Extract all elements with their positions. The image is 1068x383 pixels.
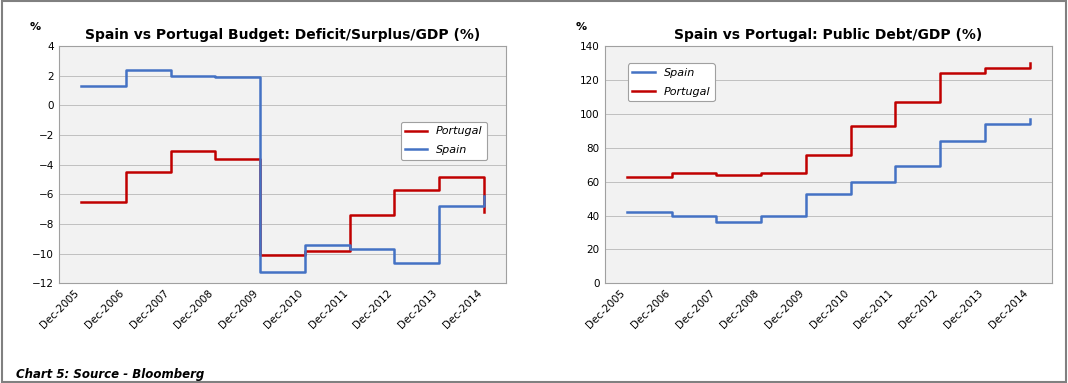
Text: %: % bbox=[30, 22, 41, 32]
Portugal bbox=[889, 123, 901, 128]
Spain bbox=[120, 67, 132, 72]
Portugal bbox=[933, 71, 946, 75]
Portugal bbox=[209, 156, 222, 161]
Portugal bbox=[844, 152, 857, 157]
Portugal bbox=[710, 171, 723, 175]
Legend: Spain, Portugal: Spain, Portugal bbox=[628, 64, 714, 101]
Spain bbox=[343, 242, 356, 247]
Portugal bbox=[298, 253, 311, 257]
Spain bbox=[755, 220, 768, 225]
Spain bbox=[844, 179, 857, 184]
Spain bbox=[1023, 116, 1036, 121]
Title: Spain vs Portugal Budget: Deficit/Surplus/GDP (%): Spain vs Portugal Budget: Deficit/Surplu… bbox=[84, 28, 481, 42]
Portugal bbox=[978, 66, 991, 70]
Spain bbox=[209, 75, 222, 79]
Portugal bbox=[254, 156, 267, 161]
Spain bbox=[710, 213, 723, 218]
Spain bbox=[298, 269, 311, 274]
Spain bbox=[933, 139, 946, 143]
Spain bbox=[254, 75, 267, 79]
Portugal bbox=[978, 71, 991, 75]
Spain bbox=[298, 242, 311, 247]
Portugal bbox=[120, 200, 132, 204]
Spain bbox=[665, 210, 678, 214]
Portugal bbox=[665, 171, 678, 175]
Portugal bbox=[889, 100, 901, 104]
Spain bbox=[889, 164, 901, 169]
Spain bbox=[433, 260, 445, 265]
Spain bbox=[164, 73, 177, 78]
Portugal bbox=[710, 173, 723, 177]
Spain bbox=[844, 191, 857, 196]
Spain bbox=[710, 220, 723, 225]
Portugal bbox=[800, 152, 813, 157]
Portugal bbox=[75, 200, 88, 204]
Portugal bbox=[1023, 61, 1036, 65]
Portugal bbox=[755, 173, 768, 177]
Spain bbox=[120, 84, 132, 88]
Portugal bbox=[933, 100, 946, 104]
Portugal bbox=[433, 174, 445, 179]
Portugal bbox=[164, 149, 177, 154]
Portugal bbox=[665, 174, 678, 179]
Spain bbox=[254, 269, 267, 274]
Portugal bbox=[388, 188, 400, 192]
Spain bbox=[75, 84, 88, 88]
Spain bbox=[433, 204, 445, 208]
Spain bbox=[164, 67, 177, 72]
Spain bbox=[621, 210, 633, 214]
Portugal bbox=[621, 174, 633, 179]
Spain bbox=[978, 139, 991, 143]
Spain bbox=[933, 164, 946, 169]
Spain bbox=[978, 122, 991, 126]
Spain bbox=[800, 213, 813, 218]
Portugal bbox=[343, 213, 356, 218]
Portugal bbox=[164, 170, 177, 174]
Spain bbox=[477, 204, 490, 208]
Spain bbox=[343, 247, 356, 252]
Title: Spain vs Portugal: Public Debt/GDP (%): Spain vs Portugal: Public Debt/GDP (%) bbox=[674, 28, 983, 42]
Portugal bbox=[477, 210, 490, 214]
Portugal bbox=[298, 249, 311, 253]
Spain bbox=[800, 191, 813, 196]
Portugal bbox=[1023, 66, 1036, 70]
Line: Portugal: Portugal bbox=[81, 151, 484, 255]
Spain bbox=[1023, 122, 1036, 126]
Portugal bbox=[433, 188, 445, 192]
Spain bbox=[477, 193, 490, 198]
Portugal bbox=[844, 123, 857, 128]
Spain bbox=[388, 260, 400, 265]
Line: Spain: Spain bbox=[81, 70, 484, 272]
Portugal bbox=[209, 149, 222, 154]
Spain bbox=[665, 213, 678, 218]
Spain bbox=[755, 213, 768, 218]
Text: %: % bbox=[576, 22, 586, 32]
Legend: Portugal, Spain: Portugal, Spain bbox=[400, 122, 487, 160]
Spain bbox=[209, 73, 222, 78]
Text: Chart 5: Source - Bloomberg: Chart 5: Source - Bloomberg bbox=[16, 368, 204, 381]
Line: Spain: Spain bbox=[627, 119, 1030, 223]
Portugal bbox=[800, 171, 813, 175]
Portugal bbox=[477, 174, 490, 179]
Portugal bbox=[120, 170, 132, 174]
Portugal bbox=[343, 249, 356, 253]
Spain bbox=[889, 179, 901, 184]
Line: Portugal: Portugal bbox=[627, 63, 1030, 177]
Spain bbox=[388, 247, 400, 252]
Portugal bbox=[388, 213, 400, 218]
Portugal bbox=[755, 171, 768, 175]
Portugal bbox=[254, 253, 267, 257]
